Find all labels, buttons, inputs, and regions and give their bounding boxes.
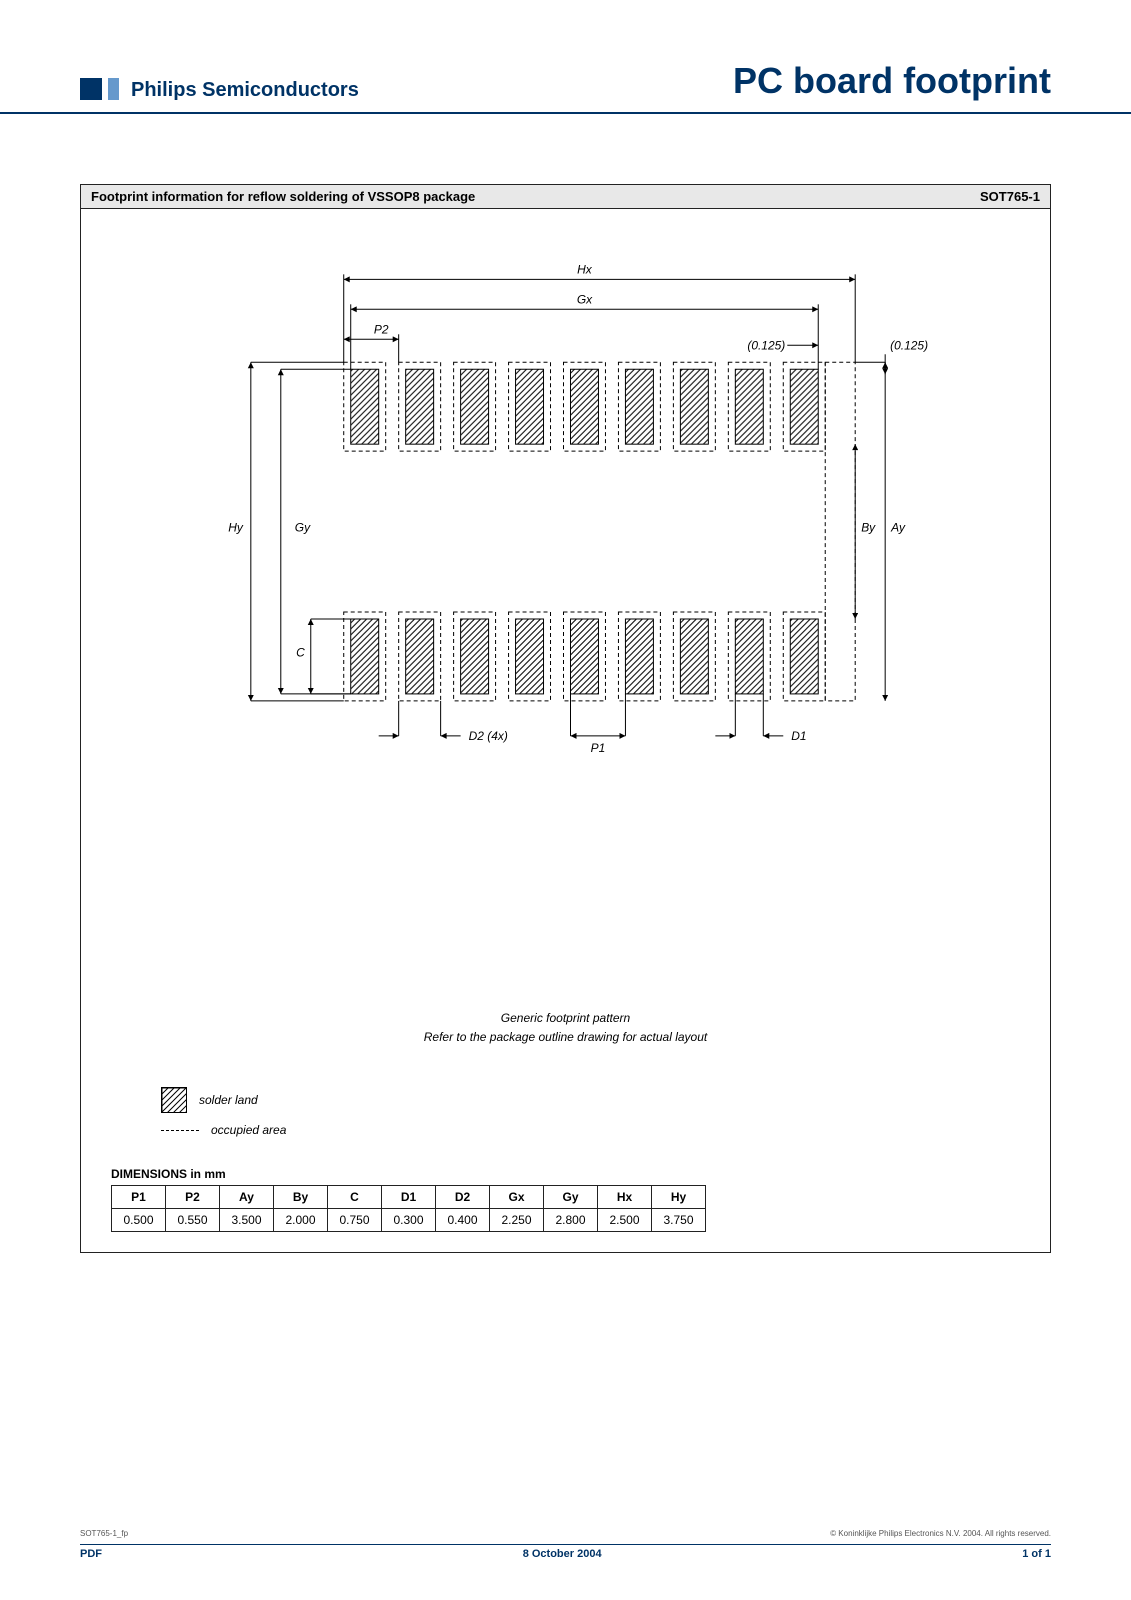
table-header-cell: By [274, 1186, 328, 1209]
brand-text: Philips Semiconductors [131, 79, 359, 102]
legend-occupied-label: occupied area [211, 1123, 286, 1137]
table-cell: 3.750 [652, 1209, 706, 1232]
footer-sub: SOT765-1_fp © Koninklijke Philips Electr… [80, 1529, 1051, 1538]
table-header-cell: P1 [112, 1186, 166, 1209]
svg-text:C: C [296, 645, 305, 659]
table-cell: 0.300 [382, 1209, 436, 1232]
svg-text:Ay: Ay [890, 521, 906, 535]
footer-center: 8 October 2004 [523, 1548, 602, 1560]
footer-right: 1 of 1 [1022, 1548, 1051, 1560]
diagram-caption: Generic footprint pattern Refer to the p… [81, 1009, 1050, 1047]
table-header-cell: Ay [220, 1186, 274, 1209]
diagram-area: Hx Gx P2 (0.125) (0.125) Hy Gy By Ay C D2 (4x) P1 D1 [81, 209, 1050, 1009]
table-cell: 0.500 [112, 1209, 166, 1232]
svg-text:By: By [861, 521, 876, 535]
table-cell: 2.000 [274, 1209, 328, 1232]
table-header-cell: Hy [652, 1186, 706, 1209]
page-header: Philips Semiconductors PC board footprin… [0, 0, 1131, 114]
svg-text:Hy: Hy [228, 521, 244, 535]
table-row: 0.5000.5503.5002.0000.7500.3000.4002.250… [112, 1209, 706, 1232]
table-cell: 2.800 [544, 1209, 598, 1232]
svg-text:D2 (4x): D2 (4x) [469, 729, 508, 743]
copyright: © Koninklijke Philips Electronics N.V. 2… [830, 1529, 1051, 1538]
hatch-icon [161, 1087, 187, 1113]
table-header-cell: D1 [382, 1186, 436, 1209]
svg-text:(0.125): (0.125) [890, 338, 928, 352]
svg-text:D1: D1 [791, 729, 806, 743]
brand-square-icon [80, 78, 102, 100]
content-box: Footprint information for reflow solderi… [80, 184, 1051, 1253]
legend-solder-label: solder land [199, 1093, 258, 1107]
table-header-cell: D2 [436, 1186, 490, 1209]
legend-solder: solder land [161, 1087, 970, 1113]
svg-text:P1: P1 [591, 741, 606, 755]
table-header-cell: C [328, 1186, 382, 1209]
svg-text:Hx: Hx [577, 262, 593, 276]
table-cell: 0.400 [436, 1209, 490, 1232]
titlebar-left: Footprint information for reflow solderi… [91, 189, 475, 204]
svg-text:(0.125): (0.125) [747, 338, 785, 352]
footer: PDF 8 October 2004 1 of 1 [80, 1544, 1051, 1560]
table-header-cell: Hx [598, 1186, 652, 1209]
legend: solder land occupied area [81, 1047, 1050, 1167]
content-titlebar: Footprint information for reflow solderi… [81, 185, 1050, 209]
table-header-row: P1P2AyByCD1D2GxGyHxHy [112, 1186, 706, 1209]
dash-icon [161, 1130, 199, 1131]
footer-left: PDF [80, 1548, 102, 1560]
brand-block: Philips Semiconductors [80, 78, 359, 102]
brand-half-icon [108, 78, 119, 100]
footprint-diagram: Hx Gx P2 (0.125) (0.125) Hy Gy By Ay C D2 (4x) P1 D1 [81, 209, 1050, 1009]
svg-text:Gy: Gy [295, 521, 311, 535]
table-header-cell: Gx [490, 1186, 544, 1209]
svg-text:P2: P2 [374, 322, 389, 336]
table-cell: 3.500 [220, 1209, 274, 1232]
table-cell: 0.550 [166, 1209, 220, 1232]
caption-line2: Refer to the package outline drawing for… [81, 1028, 1050, 1047]
dimensions-table: P1P2AyByCD1D2GxGyHxHy 0.5000.5503.5002.0… [111, 1185, 706, 1232]
table-cell: 2.500 [598, 1209, 652, 1232]
table-cell: 0.750 [328, 1209, 382, 1232]
table-cell: 2.250 [490, 1209, 544, 1232]
table-header-cell: Gy [544, 1186, 598, 1209]
legend-occupied: occupied area [161, 1123, 970, 1137]
page-title: PC board footprint [733, 60, 1051, 102]
titlebar-right: SOT765-1 [980, 189, 1040, 204]
svg-text:Gx: Gx [577, 292, 593, 306]
doc-id: SOT765-1_fp [80, 1529, 128, 1538]
caption-line1: Generic footprint pattern [81, 1009, 1050, 1028]
table-header-cell: P2 [166, 1186, 220, 1209]
dimensions-title: DIMENSIONS in mm [81, 1167, 1050, 1185]
